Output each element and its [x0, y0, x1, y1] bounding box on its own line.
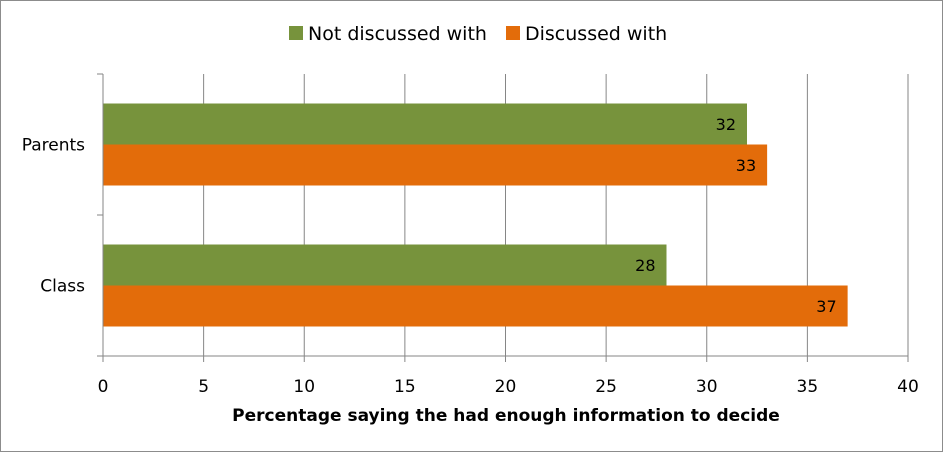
legend-label-discussed-with: Discussed with — [525, 23, 667, 45]
x-tick-label-35: 35 — [797, 377, 819, 397]
x-tick-label-5: 5 — [198, 377, 209, 397]
bar-class-not-discussed-with — [103, 244, 667, 286]
x-tick-label-15: 15 — [394, 377, 416, 397]
bar-parents-discussed-with — [103, 144, 768, 186]
bar-parents-not-discussed-with — [103, 103, 747, 145]
data-label-parents-not-discussed-with: 32 — [716, 115, 736, 134]
legend-swatch-discussed-with — [506, 26, 520, 40]
category-label-class: Class — [40, 277, 85, 297]
bars: 32 33 28 37 — [103, 103, 848, 327]
category-label-parents: Parents — [22, 136, 85, 156]
legend-swatch-not-discussed-with — [289, 26, 303, 40]
x-tick-label-25: 25 — [595, 377, 617, 397]
x-axis-title: Percentage saying the had enough informa… — [232, 406, 780, 426]
legend-label-not-discussed-with: Not discussed with — [308, 23, 487, 45]
x-tick-label-0: 0 — [98, 377, 109, 397]
x-tick-label-30: 30 — [696, 377, 718, 397]
x-tick-label-10: 10 — [293, 377, 315, 397]
x-tick-label-40: 40 — [897, 377, 919, 397]
data-label-parents-discussed-with: 33 — [736, 156, 756, 175]
data-label-class-discussed-with: 37 — [816, 297, 836, 316]
legend: Not discussed with Discussed with — [289, 23, 667, 45]
data-label-class-not-discussed-with: 28 — [635, 256, 655, 275]
bar-class-discussed-with — [103, 285, 848, 327]
x-tick-label-20: 20 — [495, 377, 517, 397]
axes: 0 5 10 15 20 25 30 35 40 Parents Class — [22, 73, 919, 397]
